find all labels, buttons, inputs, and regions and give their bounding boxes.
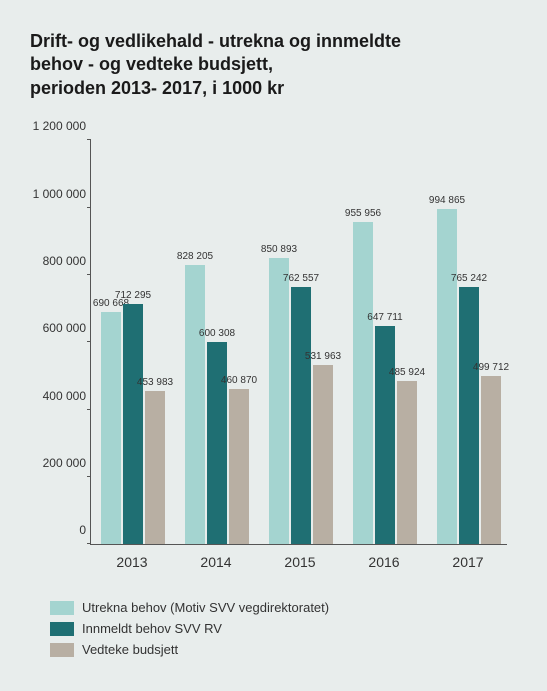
bar-value-label: 762 557 <box>278 273 324 284</box>
bar <box>207 342 227 544</box>
bar-value-label: 485 924 <box>384 367 430 378</box>
legend-label: Vedteke budsjett <box>82 642 178 657</box>
y-tick-label: 800 000 <box>21 254 86 268</box>
y-tick-mark <box>87 543 91 544</box>
bar-value-label: 712 295 <box>110 290 156 301</box>
x-tick-label: 2016 <box>368 554 399 570</box>
legend-swatch <box>50 601 74 615</box>
bar <box>459 287 479 545</box>
bar <box>145 391 165 544</box>
y-tick-mark <box>87 476 91 477</box>
bar-group: 690 668712 295453 983 <box>101 140 171 544</box>
bar <box>313 365 333 544</box>
bar-group: 828 205600 308460 870 <box>185 140 255 544</box>
y-tick-mark <box>87 207 91 208</box>
bar <box>437 209 457 544</box>
y-tick-mark <box>87 409 91 410</box>
y-tick-mark <box>87 274 91 275</box>
legend-item: Vedteke budsjett <box>50 642 517 657</box>
bar-value-label: 453 983 <box>132 377 178 388</box>
bar-value-label: 994 865 <box>424 195 470 206</box>
bar <box>397 381 417 545</box>
legend-label: Utrekna behov (Motiv SVV vegdirektoratet… <box>82 600 329 615</box>
bar-group: 850 893762 557531 963 <box>269 140 339 544</box>
legend-item: Innmeldt behov SVV RV <box>50 621 517 636</box>
y-tick-label: 400 000 <box>21 389 86 403</box>
legend: Utrekna behov (Motiv SVV vegdirektoratet… <box>50 600 517 657</box>
legend-swatch <box>50 643 74 657</box>
bar <box>269 258 289 544</box>
x-tick-label: 2015 <box>284 554 315 570</box>
legend-label: Innmeldt behov SVV RV <box>82 621 222 636</box>
title-line-1: Drift- og vedlikehald - utrekna og innme… <box>30 31 401 51</box>
bar-value-label: 647 711 <box>362 312 408 323</box>
bar-value-label: 955 956 <box>340 208 386 219</box>
legend-item: Utrekna behov (Motiv SVV vegdirektoratet… <box>50 600 517 615</box>
bar-value-label: 499 712 <box>468 362 514 373</box>
title-line-2: behov - og vedteke budsjett, <box>30 54 273 74</box>
y-tick-mark <box>87 341 91 342</box>
y-tick-label: 0 <box>21 523 86 537</box>
x-tick-label: 2014 <box>200 554 231 570</box>
bar <box>291 287 311 544</box>
y-tick-label: 1 200 000 <box>21 119 86 133</box>
chart-title: Drift- og vedlikehald - utrekna og innme… <box>30 30 517 100</box>
bar-value-label: 850 893 <box>256 244 302 255</box>
y-tick-label: 1 000 000 <box>21 187 86 201</box>
bar <box>123 304 143 544</box>
bar-value-label: 765 242 <box>446 273 492 284</box>
plot-region: 0200 000400 000600 000800 0001 000 0001 … <box>90 140 507 545</box>
chart-area: 0200 000400 000600 000800 0001 000 0001 … <box>90 140 507 570</box>
y-tick-label: 200 000 <box>21 456 86 470</box>
legend-swatch <box>50 622 74 636</box>
bar-group: 955 956647 711485 924 <box>353 140 423 544</box>
bar <box>185 265 205 544</box>
x-tick-label: 2013 <box>116 554 147 570</box>
bar <box>229 389 249 544</box>
bar-group: 994 865765 242499 712 <box>437 140 507 544</box>
y-tick-mark <box>87 139 91 140</box>
bar-value-label: 531 963 <box>300 351 346 362</box>
bar <box>353 222 373 544</box>
bar <box>101 312 121 545</box>
title-line-3: perioden 2013- 2017, i 1000 kr <box>30 78 284 98</box>
y-tick-label: 600 000 <box>21 321 86 335</box>
bar <box>481 376 501 544</box>
x-tick-label: 2017 <box>452 554 483 570</box>
bar-value-label: 460 870 <box>216 375 262 386</box>
bar-value-label: 600 308 <box>194 328 240 339</box>
bar-value-label: 828 205 <box>172 251 218 262</box>
bar <box>375 326 395 544</box>
